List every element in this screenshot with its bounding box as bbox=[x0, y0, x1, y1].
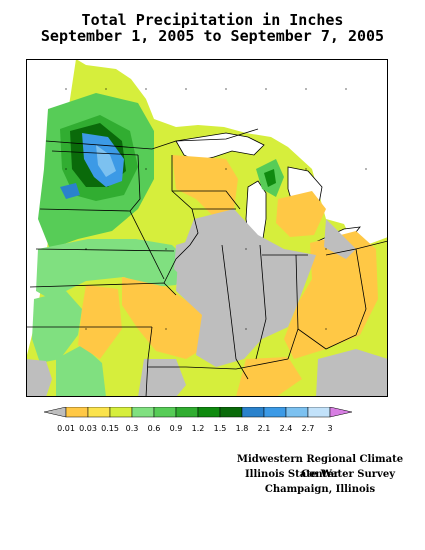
precip-orange-ohio bbox=[284, 231, 378, 359]
precip-blue-spot bbox=[60, 183, 80, 199]
legend-swatch bbox=[131, 407, 155, 418]
legend-label: 0.9 bbox=[170, 424, 183, 433]
legend-label: 3 bbox=[327, 424, 332, 433]
legend-label: 1.5 bbox=[214, 424, 227, 433]
precip-gray-southwest bbox=[26, 359, 52, 397]
map-title: Total Precipitation in Inches bbox=[81, 11, 344, 29]
credit-center: Midwestern Regional Climate Center bbox=[236, 454, 404, 480]
state-boundaries bbox=[26, 128, 388, 397]
precip-orange-michigan bbox=[276, 191, 326, 237]
map-date-range: September 1, 2005 to September 7, 2005 bbox=[40, 27, 385, 45]
legend-swatch bbox=[285, 407, 309, 418]
precip-gray-iowa-west bbox=[174, 239, 202, 281]
credit-survey: Illinois State Water Survey bbox=[244, 469, 396, 480]
legend-swatch-below-min bbox=[43, 407, 67, 418]
precip-orange-missouri bbox=[122, 277, 206, 359]
legend-swatch bbox=[109, 407, 133, 418]
precipitation-map bbox=[26, 59, 388, 397]
precip-gray-southeast bbox=[316, 349, 388, 397]
precip-orange-kansas bbox=[78, 285, 122, 359]
map-frame bbox=[26, 59, 388, 397]
legend-label: 0.01 bbox=[57, 424, 75, 433]
precip-gray-northeast bbox=[324, 219, 356, 259]
legend-label: 2.1 bbox=[258, 424, 271, 433]
precip-darkgreen-upper-mi bbox=[264, 169, 276, 187]
legend-label: 0.3 bbox=[126, 424, 139, 433]
legend-swatch bbox=[197, 407, 221, 418]
precip-gray-south-central bbox=[138, 359, 186, 397]
legend-swatch-above-max bbox=[329, 407, 353, 418]
graticule-dots bbox=[65, 88, 367, 330]
precip-orange-wisconsin bbox=[172, 155, 238, 217]
legend-swatch bbox=[263, 407, 287, 418]
legend-label: 0.15 bbox=[101, 424, 119, 433]
credit-location: Champaign, Illinois bbox=[264, 484, 376, 495]
legend-swatch bbox=[87, 407, 111, 418]
legend-swatch bbox=[241, 407, 265, 418]
legend-label: 2.7 bbox=[302, 424, 315, 433]
precipitation-legend: 0.01 0.03 0.15 0.3 0.6 0.9 1.2 1.5 1.8 2.1 2.4 2.7 3 bbox=[43, 407, 353, 433]
legend-swatch bbox=[307, 407, 331, 418]
legend-swatch bbox=[175, 407, 199, 418]
legend-label: 0.03 bbox=[79, 424, 97, 433]
precip-green-south bbox=[56, 345, 106, 397]
legend-swatch bbox=[153, 407, 177, 418]
canada-no-data-region bbox=[26, 59, 388, 249]
legend-label: 2.4 bbox=[280, 424, 293, 433]
legend-swatch bbox=[65, 407, 89, 418]
precip-gray-central bbox=[176, 209, 316, 367]
legend-label: 0.6 bbox=[148, 424, 161, 433]
precip-orange-south bbox=[236, 357, 302, 397]
legend-swatch bbox=[219, 407, 243, 418]
legend-label: 1.8 bbox=[236, 424, 249, 433]
legend-label: 1.2 bbox=[192, 424, 205, 433]
